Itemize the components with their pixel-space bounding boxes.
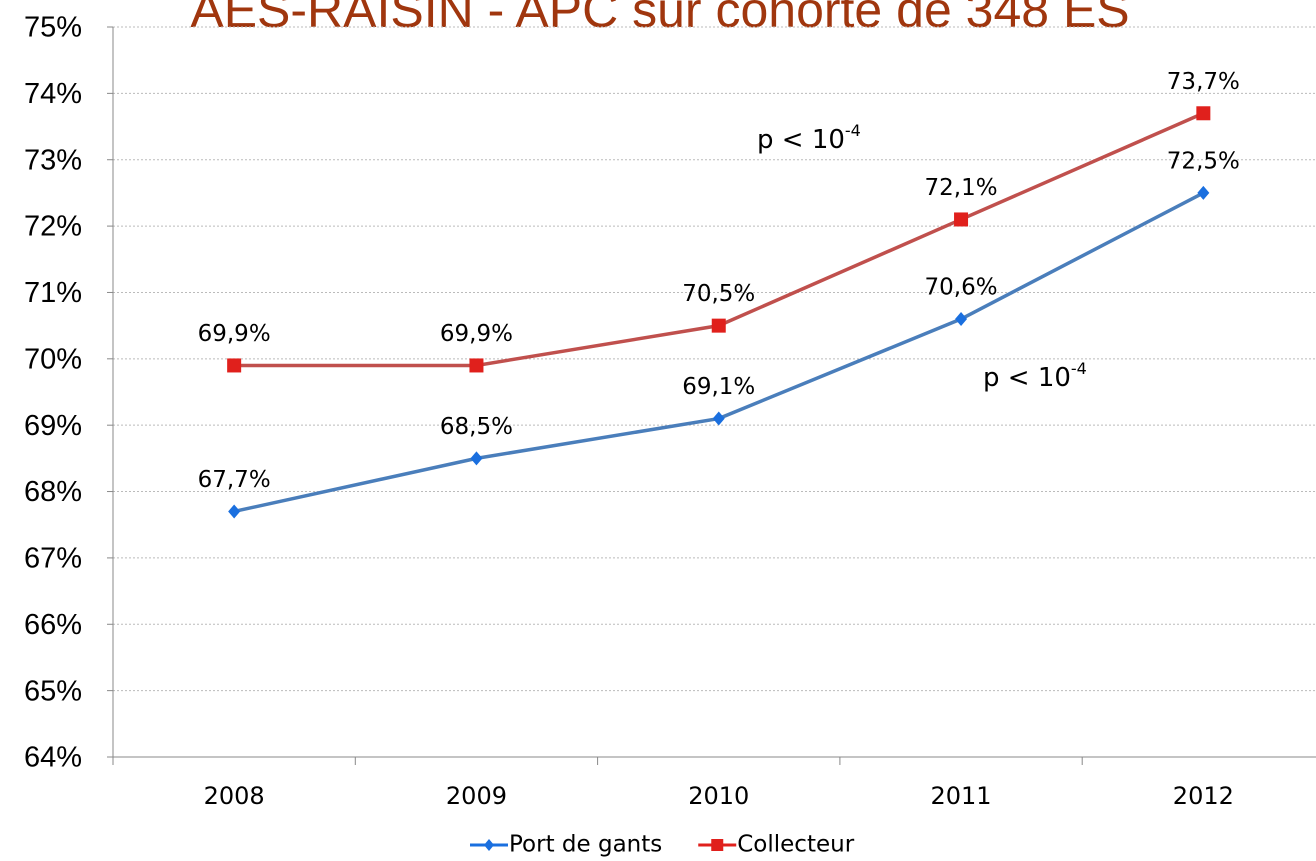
marker [470,451,483,466]
legend-label: Collecteur [737,832,854,858]
annotation-superscript: -4 [845,121,861,140]
value-label: 72,1% [925,175,998,201]
value-label: 69,1% [682,374,755,400]
y-tick-label: 65% [24,675,82,707]
y-tick-label: 72% [24,211,82,243]
legend-label: Port de gants [509,832,662,858]
y-tick-label: 69% [24,410,82,442]
y-tick-label: 74% [24,78,82,110]
marker [955,312,968,326]
x-tick-label: 2010 [688,782,749,810]
marker [228,504,241,519]
marker [954,212,969,227]
value-label: 72,5% [1167,148,1240,174]
marker [469,358,484,373]
value-label: 69,9% [198,321,271,347]
value-label: 68,5% [440,414,513,440]
y-tick-label: 73% [24,144,82,176]
x-tick-label: 2008 [204,782,265,810]
marker [1196,106,1211,121]
y-tick-label: 68% [24,476,82,508]
marker [227,358,242,373]
value-label: 69,9% [440,321,513,347]
series-line [233,191,1205,514]
marker [1197,185,1210,200]
y-tick-label: 71% [24,277,82,309]
y-tick-label: 75% [24,12,82,44]
annotation-superscript: -4 [1071,359,1087,378]
annotation: p < 10-4 [757,121,861,155]
x-tick-label: 2009 [446,782,507,810]
legend-marker [711,839,724,851]
value-label: 67,7% [198,467,271,493]
value-label: 73,7% [1167,69,1240,95]
chart-title: AES-RAISIN - APC sur cohorte de 348 ES [190,0,1129,38]
y-tick-label: 70% [24,343,82,375]
annotation-text: p < 10 [757,125,845,155]
legend-marker [484,839,494,851]
value-label: 70,5% [682,281,755,307]
y-tick-label: 64% [24,742,82,774]
annotation-text: p < 10 [983,363,1071,393]
y-tick-label: 66% [24,609,82,641]
x-tick-label: 2012 [1173,782,1234,810]
y-tick-label: 67% [24,543,82,575]
value-label: 70,6% [925,275,998,301]
annotation: p < 10-4 [983,359,1087,393]
marker [712,411,725,426]
marker [711,318,726,333]
x-tick-label: 2011 [931,782,992,810]
